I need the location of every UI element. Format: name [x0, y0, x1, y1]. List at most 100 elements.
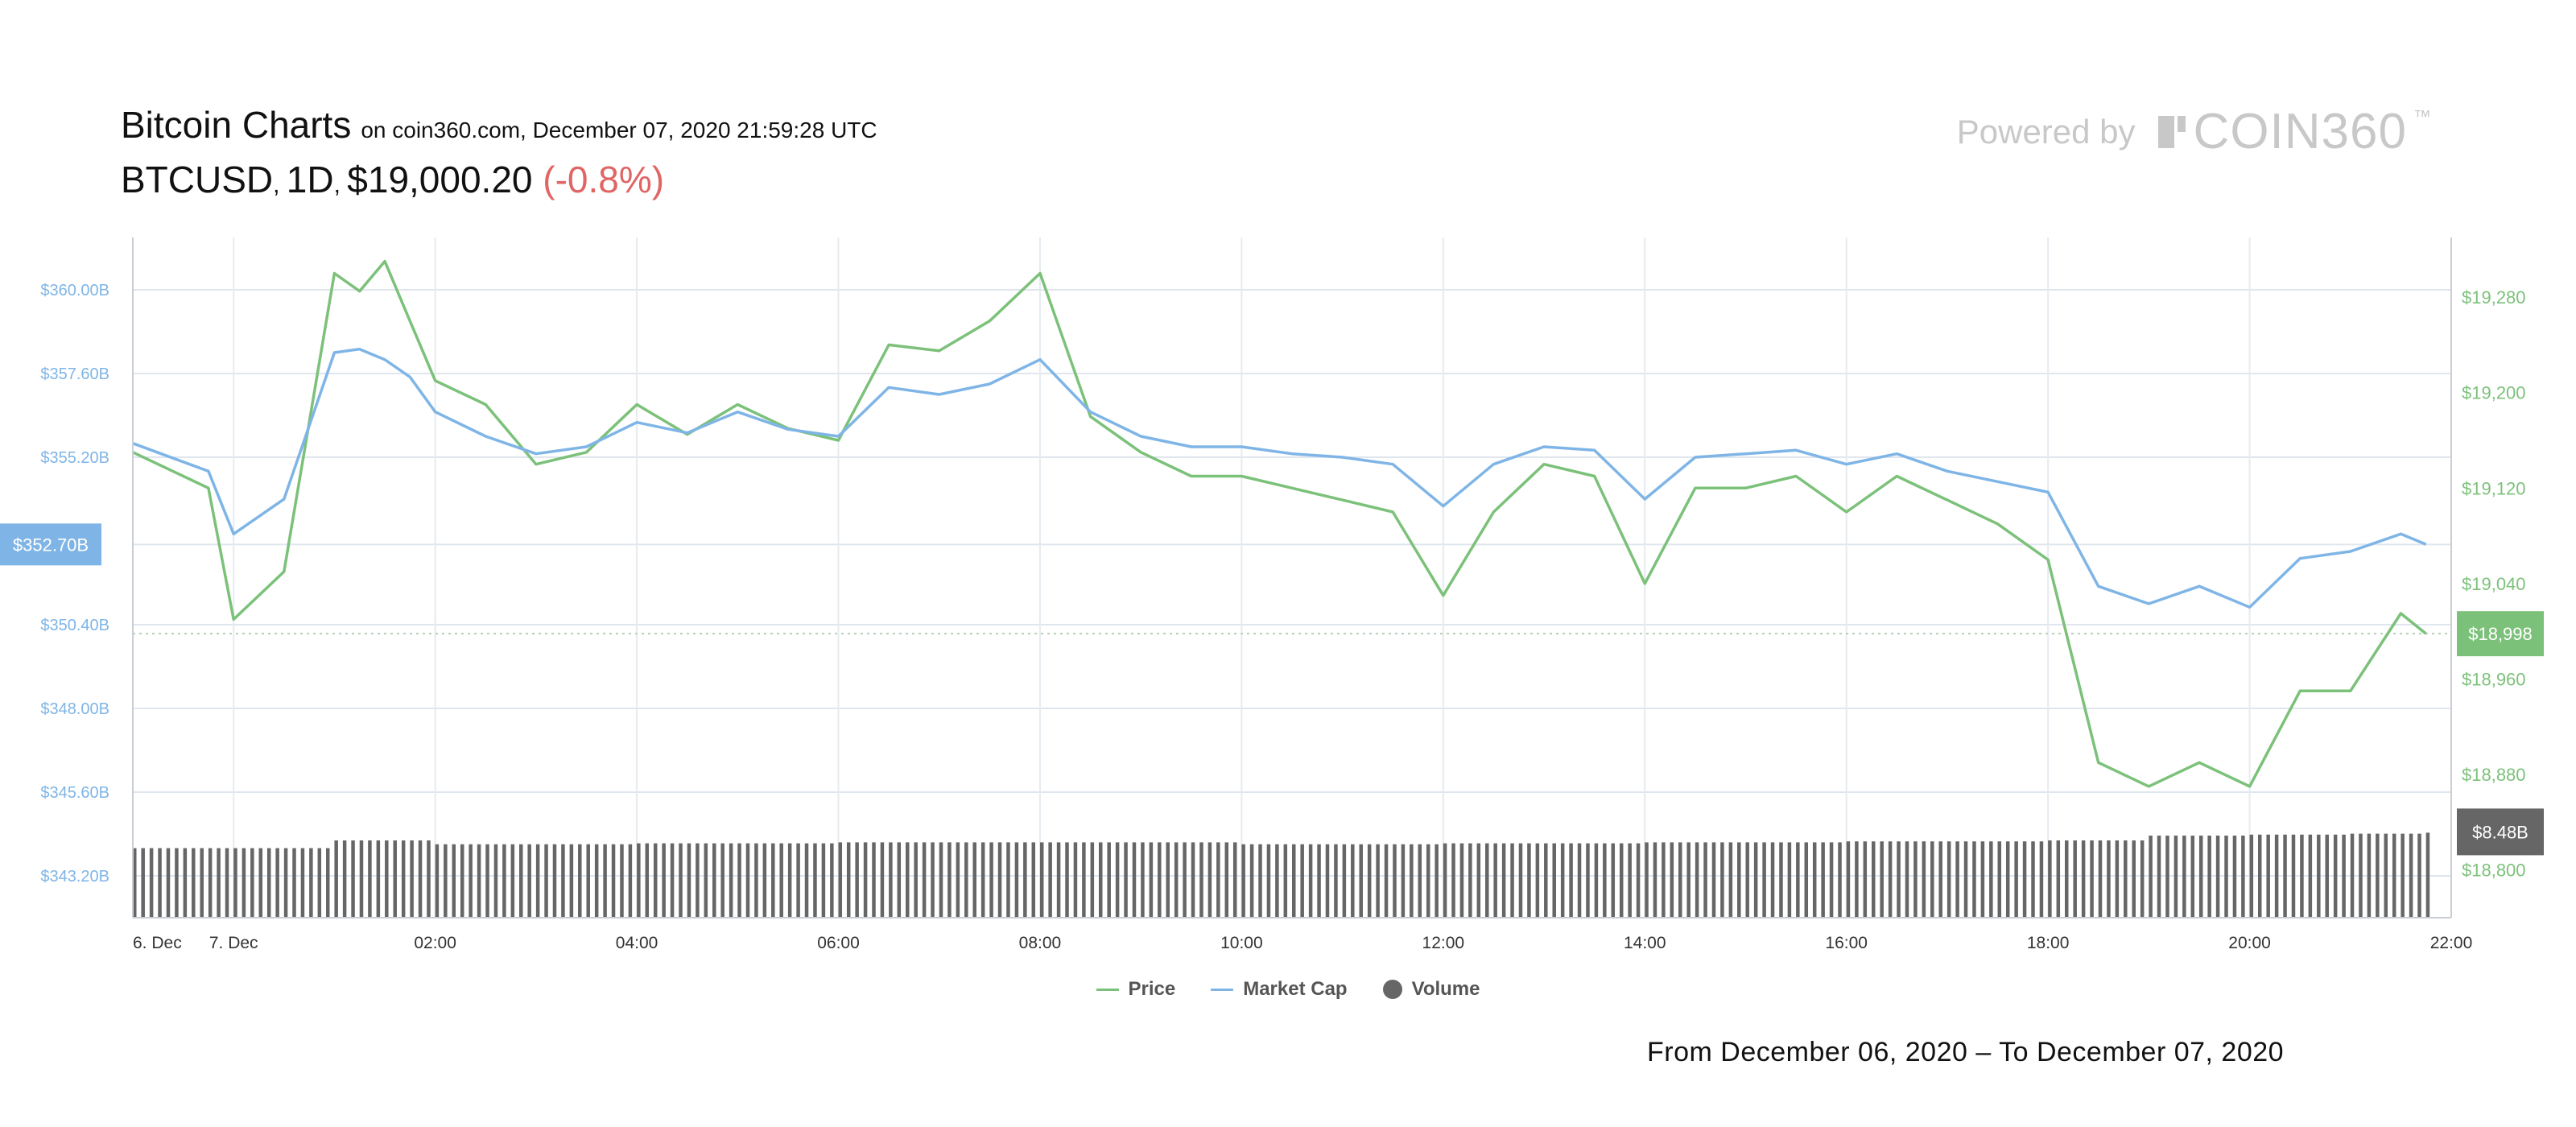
volume-bar — [342, 840, 347, 918]
volume-bar — [1787, 842, 1792, 918]
volume-bar — [1812, 842, 1817, 918]
volume-bar — [1938, 841, 1942, 918]
volume-bar — [1619, 843, 1624, 918]
volume-bar — [1678, 842, 1682, 918]
volume-bar — [2039, 841, 2044, 918]
volume-bar — [1367, 844, 1372, 918]
volume-bar — [183, 848, 188, 918]
volume-bar — [1065, 842, 1069, 918]
volume-bar — [1897, 841, 1901, 918]
price-legend-icon — [1096, 988, 1119, 991]
volume-bar — [796, 843, 800, 918]
volume-bar — [2081, 840, 2086, 918]
volume-bar — [233, 848, 237, 918]
volume-bar — [1544, 843, 1548, 918]
legend-price[interactable]: Price — [1096, 978, 1175, 1001]
volume-bar — [535, 844, 540, 918]
y-left-tick-label: $345.60B — [40, 784, 109, 802]
volume-bar — [283, 848, 288, 918]
volume-bar — [1603, 843, 1607, 918]
volume-bar — [435, 844, 440, 918]
volume-bar — [889, 842, 893, 918]
volume-bar — [1946, 841, 1951, 918]
volume-bar — [1653, 842, 1657, 918]
volume-bar — [1888, 841, 1893, 918]
volume-bar — [1141, 842, 1145, 918]
branding[interactable]: Powered by COIN360 ™ — [1957, 103, 2431, 160]
volume-bar — [1980, 841, 1985, 918]
volume-bar — [552, 844, 557, 918]
volume-bar — [1863, 841, 1868, 918]
volume-bar — [2073, 840, 2077, 918]
volume-legend-icon — [1382, 980, 1402, 999]
volume-bar — [1039, 842, 1044, 918]
volume-bar — [863, 842, 868, 918]
volume-bar — [2401, 833, 2405, 918]
volume-bar — [956, 842, 960, 918]
y-right-tick-label: $19,120 — [2462, 478, 2526, 498]
volume-bar — [922, 842, 927, 918]
volume-bar — [175, 848, 179, 918]
volume-bar — [225, 848, 229, 918]
volume-bar — [754, 843, 758, 918]
volume-bar — [2005, 841, 2010, 918]
volume-bar — [729, 843, 733, 918]
volume-bar — [1216, 842, 1220, 918]
volume-bar — [846, 842, 851, 918]
volume-bar — [855, 842, 859, 918]
coin360-logo[interactable]: COIN360 ™ — [2157, 103, 2431, 160]
volume-bar — [1611, 843, 1616, 918]
volume-bar — [1872, 841, 1876, 918]
volume-bar — [149, 848, 154, 918]
volume-bar — [1485, 843, 1489, 918]
volume-bar — [477, 844, 481, 918]
volume-bar — [1292, 844, 1296, 918]
volume-bar — [2140, 840, 2145, 918]
volume-bar — [2157, 836, 2161, 918]
volume-bar — [972, 842, 976, 918]
y-right-tick-label: $19,200 — [2462, 383, 2526, 403]
price-badge — [2457, 611, 2544, 657]
volume-bar — [2031, 841, 2035, 918]
volume-bar — [1686, 842, 1690, 918]
volume-bar — [1418, 844, 1422, 918]
volume-bar — [2090, 840, 2094, 918]
volume-bar — [1048, 842, 1052, 918]
volume-bar — [1266, 844, 1271, 918]
volume-bar — [2065, 840, 2069, 918]
series-lines — [132, 259, 2427, 788]
volume-bar — [1997, 841, 2002, 918]
y-left-tick-label: $357.60B — [40, 365, 109, 383]
volume-bar — [2249, 834, 2254, 918]
volume-bar — [1342, 844, 1347, 918]
volume-bar — [2198, 836, 2203, 918]
volume-bar — [2300, 834, 2304, 918]
volume-bar — [292, 848, 296, 918]
volume-bar — [385, 840, 389, 918]
volume-bar — [1855, 841, 1859, 918]
volume-bar — [2115, 840, 2120, 918]
axes — [132, 237, 2452, 919]
volume-bar — [1451, 843, 1455, 918]
legend-volume[interactable]: Volume — [1382, 978, 1480, 1001]
volume-bar — [1535, 843, 1540, 918]
volume-bar — [326, 848, 330, 918]
volume-bar — [444, 844, 448, 918]
volume-bar — [1737, 842, 1741, 918]
volume-bar — [1393, 844, 1397, 918]
volume-bar — [1645, 842, 1649, 918]
volume-bar — [586, 844, 590, 918]
volume-bar — [2149, 836, 2153, 918]
volume-bar — [804, 843, 809, 918]
volume-bar — [519, 844, 523, 918]
volume-bar — [771, 843, 775, 918]
y-right-tick-label: $19,280 — [2462, 287, 2526, 308]
legend-market-cap[interactable]: Market Cap — [1211, 978, 1348, 1001]
volume-bar — [2266, 834, 2270, 918]
volume-bar — [1443, 843, 1447, 918]
volume-bar — [2384, 833, 2388, 918]
volume-bar — [1560, 843, 1565, 918]
y-left-tick-label: $360.00B — [40, 282, 109, 299]
volume-bar — [1695, 842, 1699, 918]
